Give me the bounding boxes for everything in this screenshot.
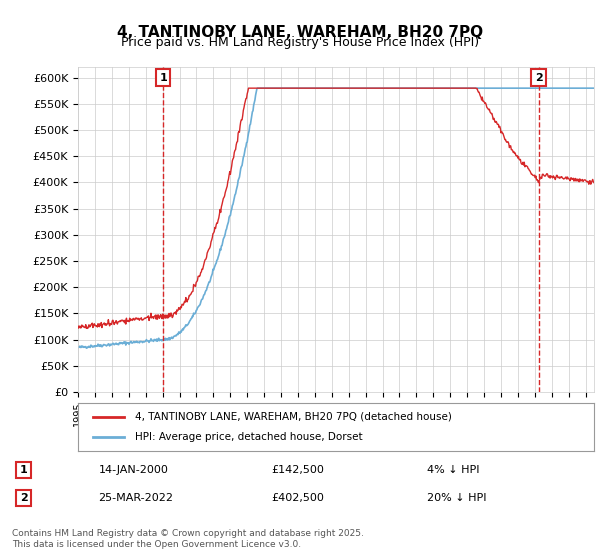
Text: 4, TANTINOBY LANE, WAREHAM, BH20 7PQ (detached house): 4, TANTINOBY LANE, WAREHAM, BH20 7PQ (de… bbox=[135, 412, 452, 422]
Text: 14-JAN-2000: 14-JAN-2000 bbox=[98, 465, 168, 475]
Text: HPI: Average price, detached house, Dorset: HPI: Average price, detached house, Dors… bbox=[135, 432, 362, 442]
Text: 1: 1 bbox=[20, 465, 28, 475]
Text: 2: 2 bbox=[535, 73, 542, 83]
Text: 4, TANTINOBY LANE, WAREHAM, BH20 7PQ: 4, TANTINOBY LANE, WAREHAM, BH20 7PQ bbox=[117, 25, 483, 40]
Text: £402,500: £402,500 bbox=[271, 493, 324, 503]
Text: 2: 2 bbox=[20, 493, 28, 503]
Text: 25-MAR-2022: 25-MAR-2022 bbox=[98, 493, 173, 503]
Text: Price paid vs. HM Land Registry's House Price Index (HPI): Price paid vs. HM Land Registry's House … bbox=[121, 36, 479, 49]
Text: £142,500: £142,500 bbox=[271, 465, 324, 475]
Text: 1: 1 bbox=[160, 73, 167, 83]
Text: 20% ↓ HPI: 20% ↓ HPI bbox=[427, 493, 486, 503]
Text: Contains HM Land Registry data © Crown copyright and database right 2025.
This d: Contains HM Land Registry data © Crown c… bbox=[12, 529, 364, 549]
Text: 4% ↓ HPI: 4% ↓ HPI bbox=[427, 465, 479, 475]
